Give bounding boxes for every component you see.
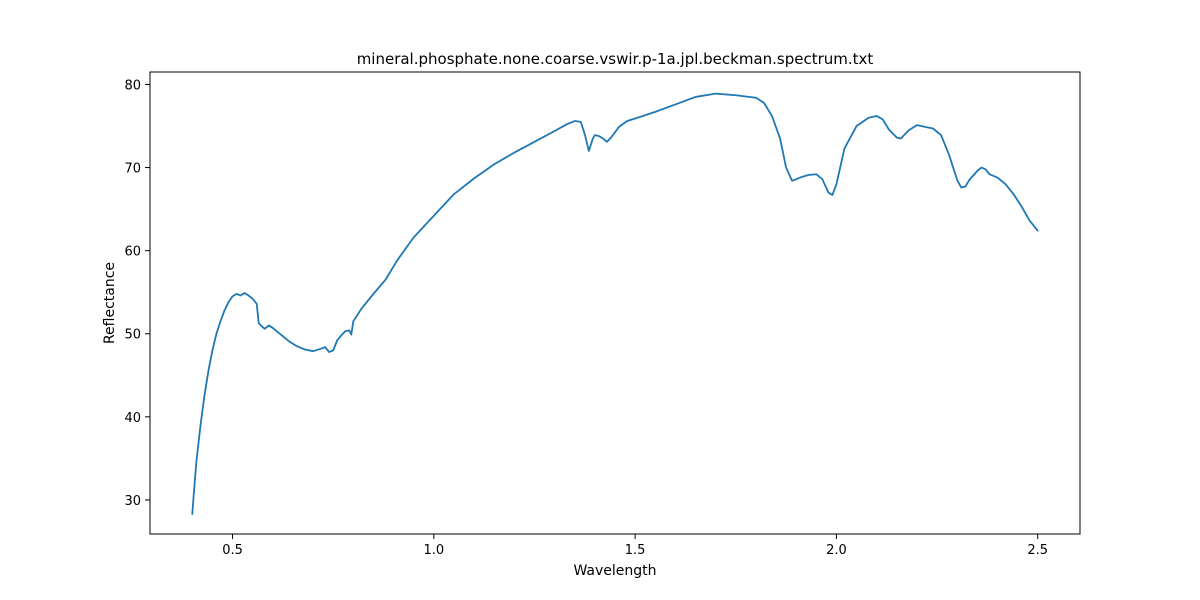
y-tick-label: 30 (124, 494, 141, 509)
y-tick-label: 60 (124, 245, 141, 260)
x-axis-label: Wavelength (573, 563, 656, 579)
chart-title: mineral.phosphate.none.coarse.vswir.p-1a… (357, 50, 874, 68)
x-tick-label: 2.0 (826, 543, 847, 558)
x-tick-label: 1.5 (625, 543, 646, 558)
y-axis: 30 40 50 60 70 80 (124, 78, 150, 509)
x-tick-label: 0.5 (222, 543, 243, 558)
x-axis: 0.5 1.0 1.5 2.0 2.5 (222, 534, 1048, 558)
y-axis-label: Reflectance (102, 262, 118, 344)
y-tick-label: 70 (124, 162, 141, 177)
spectrum-line (191, 92, 1039, 515)
y-tick-label: 80 (124, 78, 141, 93)
plot-frame (149, 71, 1081, 535)
y-tick-label: 50 (124, 328, 141, 343)
x-tick-label: 1.0 (423, 543, 444, 558)
plot-layer (191, 92, 1039, 515)
x-tick-label: 2.5 (1027, 543, 1048, 558)
y-tick-label: 40 (124, 411, 141, 426)
